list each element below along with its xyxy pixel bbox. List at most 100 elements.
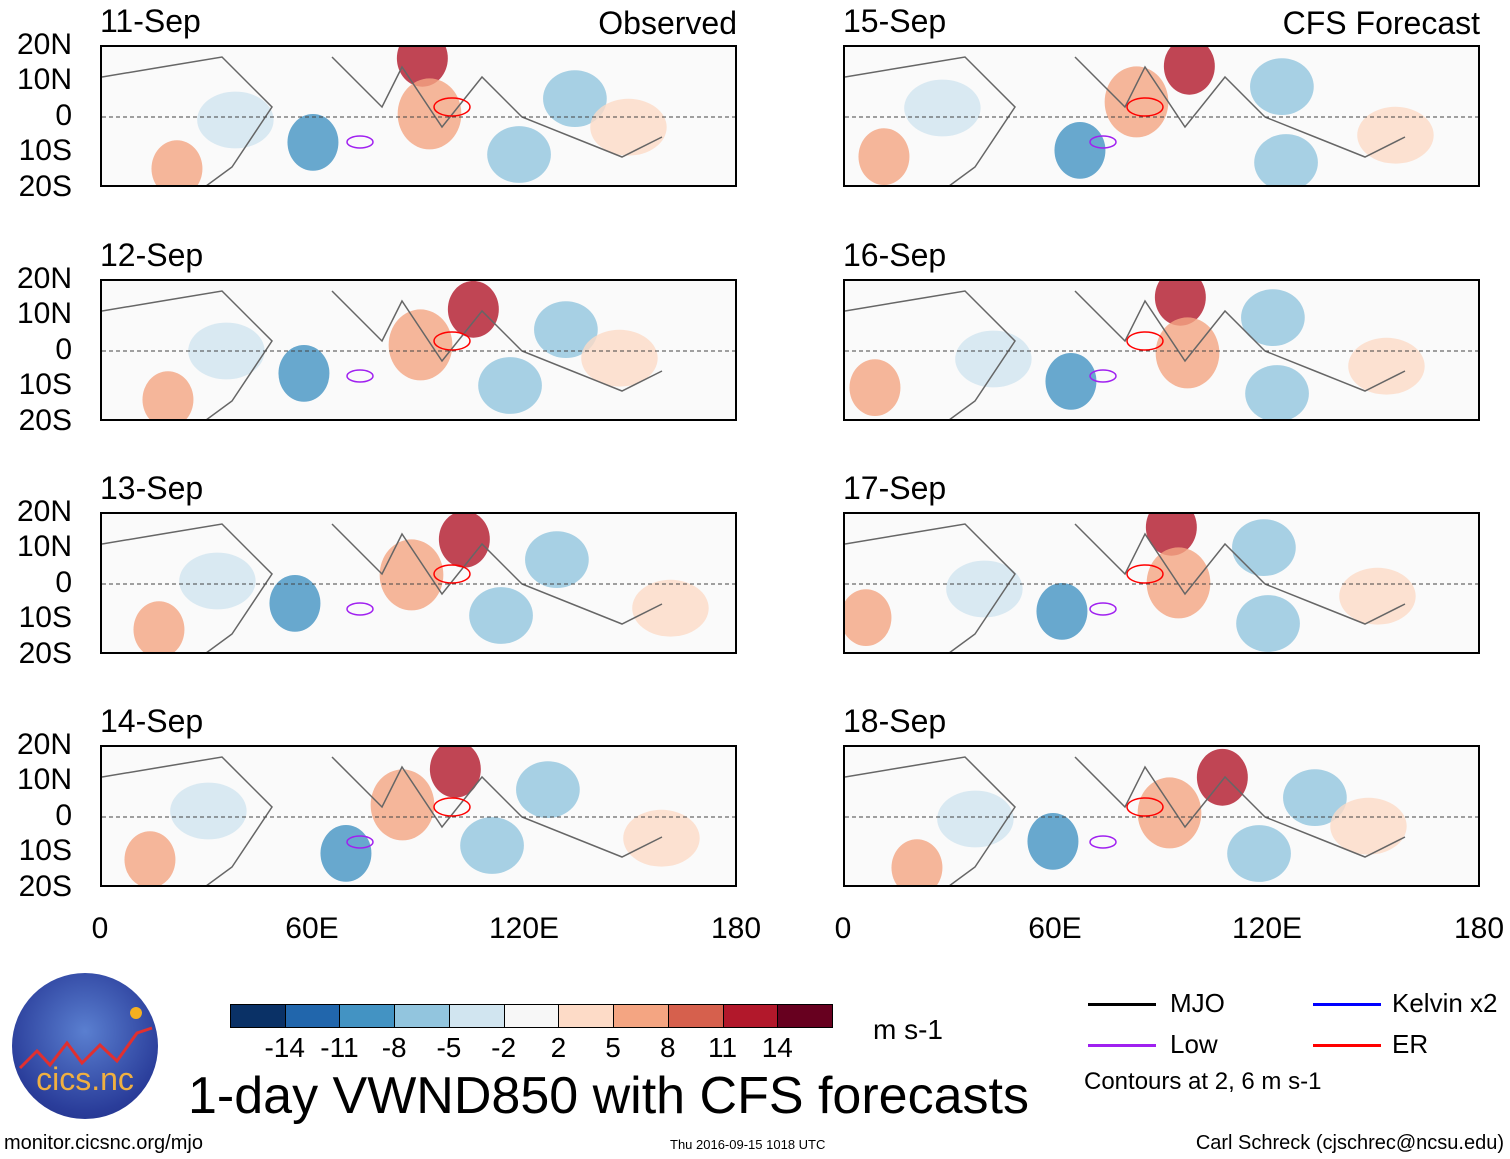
wind-anomaly-blob [151,140,203,185]
colorbar-swatch [339,1004,396,1028]
footer-author: Carl Schreck (cjschrec@ncsu.edu) [1195,1132,1504,1154]
legend-low-line [1088,1044,1156,1047]
wind-anomaly-blob [891,839,943,885]
lat-label: 0 [55,99,72,132]
legend-kelvin-label: Kelvin x2 [1392,988,1498,1018]
wind-anomaly-blob [397,78,462,150]
legend-kelvin-line [1313,1003,1381,1006]
colorbar-swatch [394,1004,450,1028]
lat-label: 10S [18,834,72,867]
cics-logo: cics.nc [12,973,158,1119]
wind-anomaly-blob [1330,797,1407,855]
wind-anomaly-blob [1348,337,1425,395]
wind-anomaly-blob [858,128,910,185]
lon-label: 0 [91,912,109,945]
wind-anomaly-blob [1357,106,1434,164]
colorbar-swatch [230,1004,286,1028]
legend-contour-note: Contours at 2, 6 m s-1 [1084,1068,1322,1095]
panel-date: 13-Sep [100,470,204,506]
lat-label: 20N [16,495,72,528]
panel-date: 12-Sep [100,237,204,273]
wind-anomaly-blob [429,747,481,798]
wind-anomaly-blob [142,371,194,419]
map-panel-15-Sep [843,45,1480,187]
coastline [102,756,663,885]
low-contour [346,602,374,616]
lat-label: 20N [16,28,72,61]
wind-anomaly-blob [543,70,607,127]
coastline [845,523,1406,652]
lat-label: 0 [55,566,72,599]
er-contour [433,564,471,584]
wind-anomaly-blob [287,114,339,171]
wind-anomaly-blob [623,809,700,867]
lon-label: 180 [710,912,762,945]
wind-anomaly-blob [1241,289,1305,346]
colorbar-swatch [448,1004,505,1028]
low-contour [346,135,374,149]
map-panel-18-Sep [843,745,1480,887]
panel-date: 11-Sep [100,3,201,39]
wind-anomaly-blob [478,357,542,414]
wind-anomaly-blob [845,589,892,646]
colorbar-swatch [722,1004,779,1028]
colorbar-tick-label: 8 [660,1032,676,1063]
map-panel-14-Sep [100,745,737,887]
lon-label: 180 [1453,912,1505,945]
colorbar-tick-label: 14 [761,1032,793,1063]
wind-anomaly-blob [460,817,524,874]
footer-url[interactable]: monitor.cicsnc.org/mjo [4,1132,203,1154]
er-contour [433,97,471,117]
legend-mjo-label: MJO [1170,988,1225,1018]
panel-date: 17-Sep [843,470,947,506]
wind-anomaly-blob [124,831,176,885]
wind-anomaly-blob [438,514,490,568]
colorbar-swatch [667,1004,724,1028]
wind-anomaly-blob [170,782,247,840]
colorbar-swatch [777,1004,833,1028]
colorbar-swatch [558,1004,615,1028]
legend-er-line [1313,1044,1381,1047]
wind-anomaly-blob [179,552,256,610]
lon-label: 60E [1028,912,1082,945]
lat-label: 10S [18,134,72,167]
wind-anomaly-blob [516,761,580,818]
wind-anomaly-blob [1154,281,1206,326]
wind-anomaly-blob [320,825,372,882]
wind-anomaly-blob [1339,567,1416,625]
low-contour [1089,835,1117,849]
coastline [845,756,1406,885]
low-contour [1089,602,1117,616]
lat-label: 10N [16,63,72,96]
wind-anomaly-blob [1045,353,1097,410]
er-contour [1126,564,1164,584]
colorbar-tick-label: -14 [264,1032,305,1063]
panel-date: 18-Sep [843,703,947,739]
map-panel-13-Sep [100,512,737,654]
wind-anomaly-blob [197,91,274,149]
er-contour [433,797,471,817]
colorbar-tick-label: -8 [381,1032,407,1063]
wind-anomaly-blob [1145,514,1197,556]
wind-anomaly-blob [1283,769,1347,826]
lat-label: 20S [18,870,72,903]
lon-label: 60E [285,912,339,945]
legend-low-label: Low [1170,1029,1218,1059]
lon-label: 0 [834,912,852,945]
wind-anomaly-blob [1137,777,1202,849]
map-panel-12-Sep [100,279,737,421]
lat-label: 10S [18,601,72,634]
panel-date: 14-Sep [100,703,204,739]
low-contour [1089,135,1117,149]
coastline [845,56,1406,185]
lon-label: 120E [488,912,560,945]
colorbar-tick-label: -2 [491,1032,517,1063]
wind-anomaly-blob [1232,519,1296,576]
legend-mjo-line [1088,1003,1156,1006]
wind-anomaly-blob [487,126,551,183]
map-panel-11-Sep [100,45,737,187]
wind-anomaly-blob [1254,134,1318,185]
wind-anomaly-blob [632,579,709,637]
wind-anomaly-blob [1104,66,1169,138]
coastline [845,290,1406,419]
